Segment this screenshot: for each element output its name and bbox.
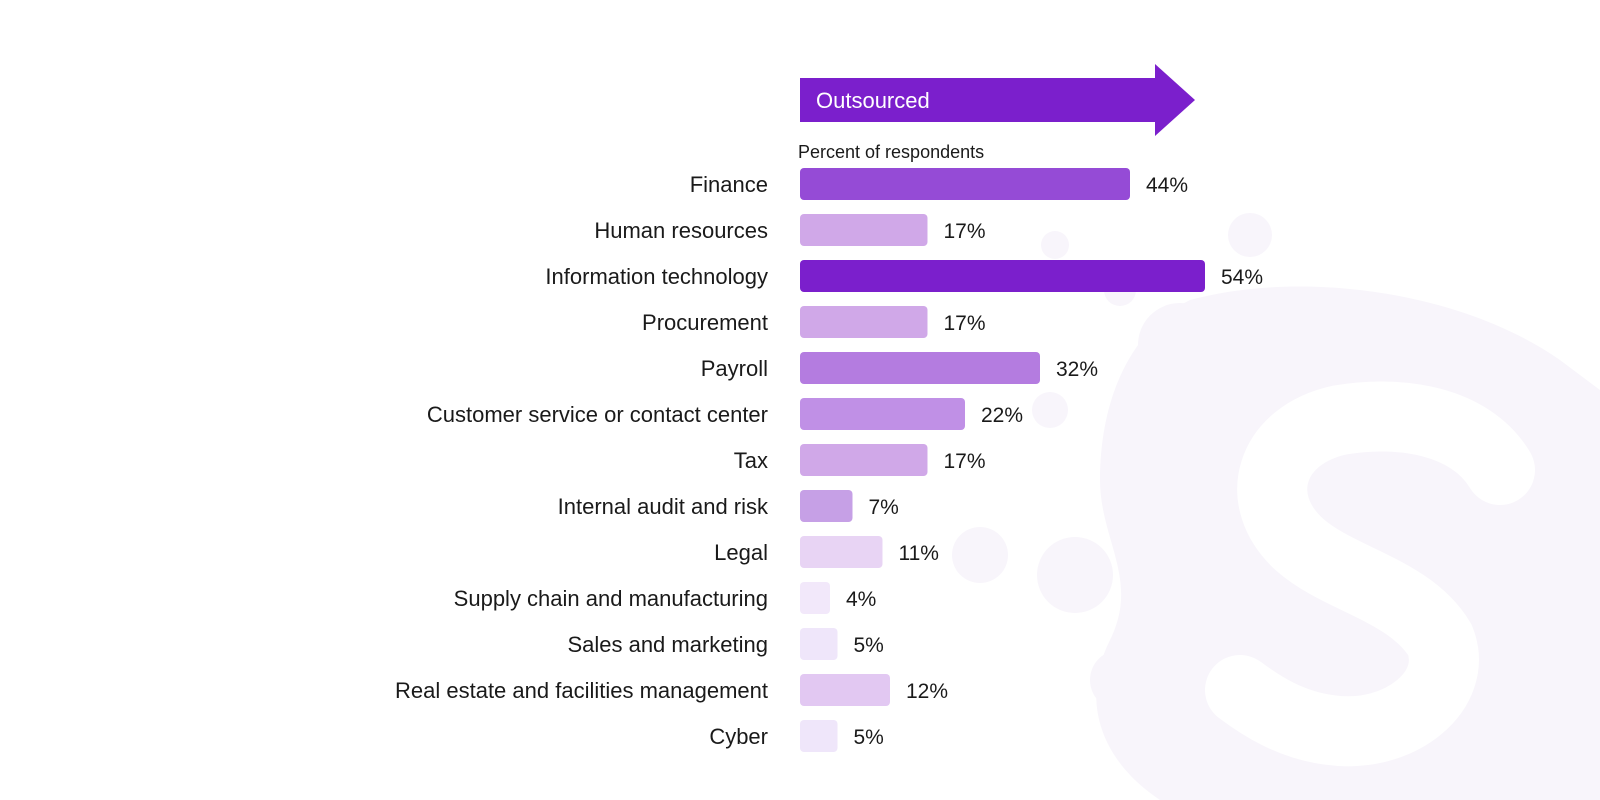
value-label: 17% bbox=[944, 312, 986, 335]
chart-title: Outsourced bbox=[816, 88, 930, 113]
bar bbox=[800, 214, 928, 246]
category-label: Information technology bbox=[545, 264, 768, 289]
category-label: Customer service or contact center bbox=[427, 402, 768, 427]
bar-row: Legal 11% bbox=[714, 536, 939, 568]
category-label: Sales and marketing bbox=[567, 632, 768, 657]
bar bbox=[800, 582, 830, 614]
value-label: 12% bbox=[906, 680, 948, 703]
bar bbox=[800, 352, 1040, 384]
category-label: Payroll bbox=[701, 356, 768, 381]
value-label: 5% bbox=[854, 726, 884, 749]
bar-row: Cyber 5% bbox=[709, 720, 884, 752]
bar-row: Payroll 32% bbox=[701, 352, 1098, 384]
category-label: Cyber bbox=[709, 724, 768, 749]
category-label: Real estate and facilities management bbox=[395, 678, 768, 703]
value-label: 44% bbox=[1146, 174, 1188, 197]
bar bbox=[800, 444, 928, 476]
chart-subtitle: Percent of respondents bbox=[798, 142, 984, 162]
bar bbox=[800, 306, 928, 338]
bar-row: Internal audit and risk 7% bbox=[558, 490, 899, 522]
bar-row: Supply chain and manufacturing 4% bbox=[454, 582, 876, 614]
value-label: 54% bbox=[1221, 266, 1263, 289]
value-label: 32% bbox=[1056, 358, 1098, 381]
bars-group: Finance 44% Human resources 17% Information … bbox=[395, 168, 1263, 752]
category-label: Finance bbox=[690, 172, 768, 197]
category-label: Legal bbox=[714, 540, 768, 565]
category-label: Human resources bbox=[594, 218, 768, 243]
outsourced-banner: Outsourced bbox=[800, 64, 1195, 136]
bar bbox=[800, 260, 1205, 292]
value-label: 11% bbox=[899, 542, 939, 565]
value-label: 4% bbox=[846, 588, 876, 611]
bar-row: Customer service or contact center 22% bbox=[427, 398, 1023, 430]
category-label: Procurement bbox=[642, 310, 768, 335]
bar bbox=[800, 398, 965, 430]
value-label: 7% bbox=[869, 496, 899, 519]
bar bbox=[800, 628, 838, 660]
bar-row: Procurement 17% bbox=[642, 306, 986, 338]
value-label: 22% bbox=[981, 404, 1023, 427]
arrow-banner-icon bbox=[800, 64, 1195, 136]
category-label: Tax bbox=[734, 448, 768, 473]
bar bbox=[800, 720, 838, 752]
bar-row: Tax 17% bbox=[734, 444, 986, 476]
bar-row: Real estate and facilities management 12% bbox=[395, 674, 948, 706]
value-label: 17% bbox=[944, 450, 986, 473]
bar-row: Human resources 17% bbox=[594, 214, 986, 246]
bar bbox=[800, 674, 890, 706]
bar bbox=[800, 168, 1130, 200]
bar-row: Finance 44% bbox=[690, 168, 1188, 200]
bar bbox=[800, 536, 883, 568]
value-label: 17% bbox=[944, 220, 986, 243]
bar-row: Information technology 54% bbox=[545, 260, 1263, 292]
bar-row: Sales and marketing 5% bbox=[567, 628, 884, 660]
category-label: Internal audit and risk bbox=[558, 494, 769, 519]
value-label: 5% bbox=[854, 634, 884, 657]
category-label: Supply chain and manufacturing bbox=[454, 586, 768, 611]
bar bbox=[800, 490, 853, 522]
